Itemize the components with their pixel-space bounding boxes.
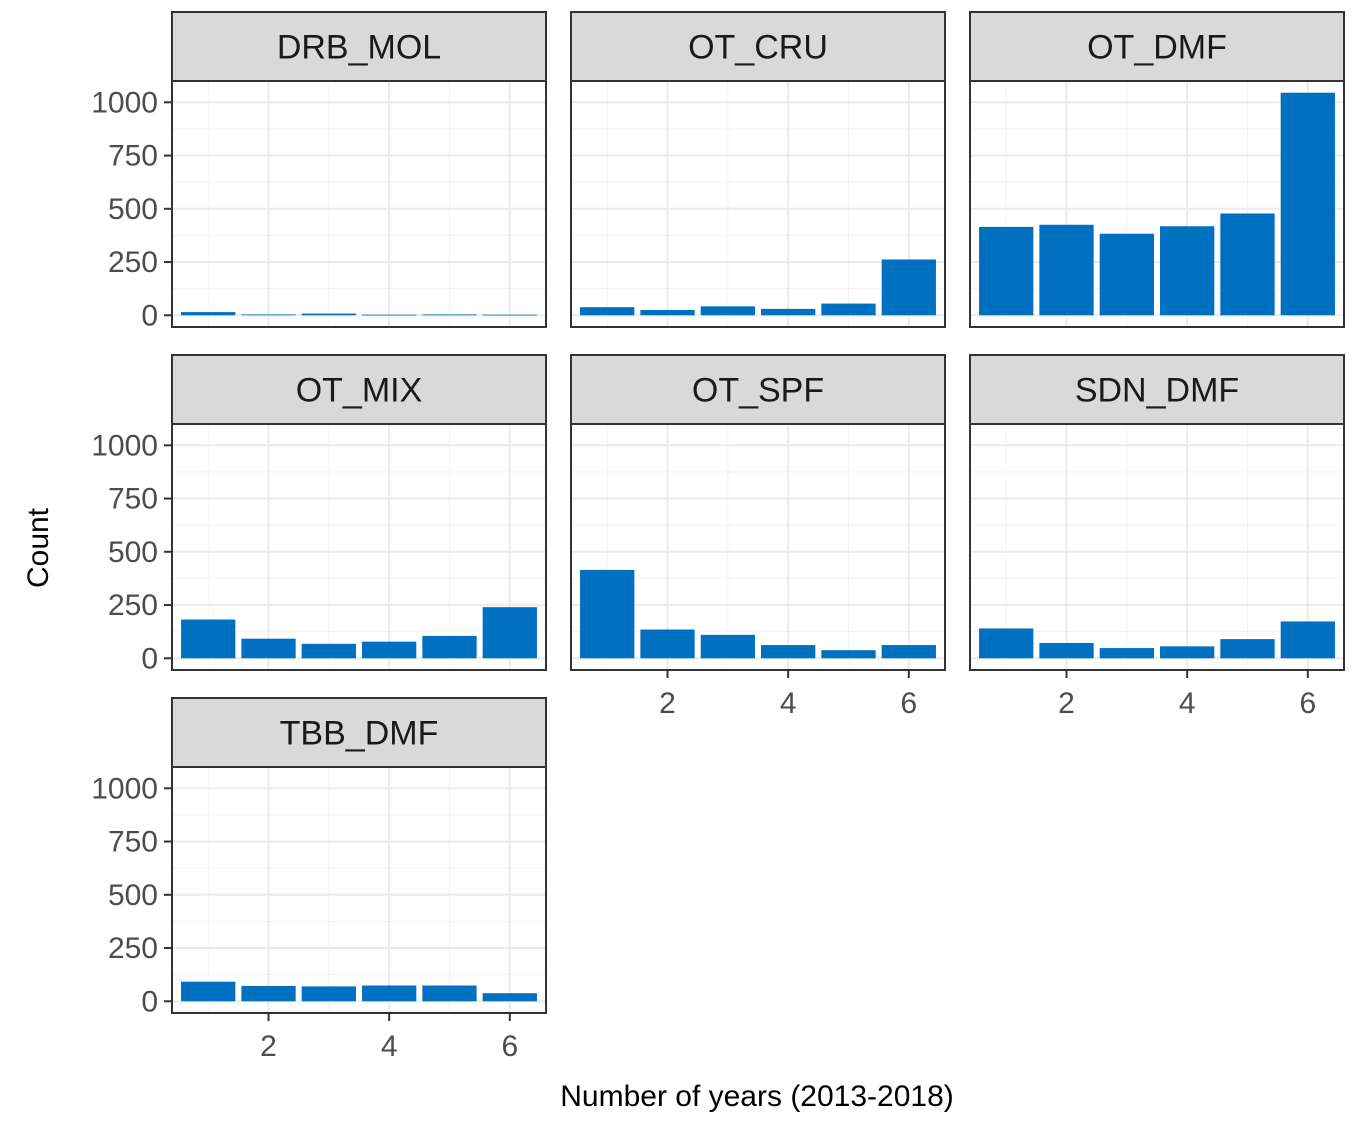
panel-background (172, 767, 546, 1013)
bar (580, 307, 635, 316)
bar (821, 650, 876, 659)
facet-strip (570, 354, 946, 425)
y-tick-label: 0 (141, 642, 158, 675)
bar (181, 312, 236, 316)
bar (761, 308, 816, 316)
panel-background (172, 81, 546, 327)
facet-strip-label: DRB_MOL (277, 29, 441, 67)
bar (241, 985, 296, 1002)
x-tick-label: 2 (260, 1030, 277, 1063)
bar (700, 306, 755, 316)
y-tick-label: 1000 (91, 86, 158, 119)
bar (301, 643, 356, 659)
panel-border (171, 80, 547, 328)
bar (482, 607, 537, 659)
panel-border (570, 80, 946, 328)
panel-border (969, 80, 1345, 328)
facet-strip-label: OT_SPF (692, 372, 824, 410)
bar (301, 313, 356, 316)
bar (821, 303, 876, 316)
bar (1160, 646, 1215, 659)
y-axis-title: Count (22, 507, 55, 588)
x-tick-label: 4 (780, 687, 797, 720)
y-tick-label: 750 (108, 140, 158, 173)
bar (422, 314, 477, 316)
facet-strip (570, 11, 946, 82)
facet-sdn-dmf: SDN_DMF 2 4 6 (969, 354, 1345, 720)
bar (1280, 92, 1335, 316)
bar (482, 993, 537, 1002)
y-tick-label: 750 (108, 826, 158, 859)
facet-strip-label: OT_CRU (688, 29, 828, 67)
facet-ot-dmf: OT_DMF (969, 11, 1345, 328)
x-tick-label: 6 (1299, 687, 1316, 720)
facet-strip-label: OT_MIX (296, 372, 423, 410)
bar (362, 985, 417, 1002)
bar (1039, 642, 1094, 659)
y-tick-label: 1000 (91, 772, 158, 805)
bar (1220, 639, 1275, 659)
bar (301, 986, 356, 1002)
bar (1099, 648, 1154, 659)
y-tick-label: 250 (108, 246, 158, 279)
bar (881, 645, 936, 659)
x-axis-title: Number of years (2013-2018) (560, 1080, 954, 1113)
bar (1280, 621, 1335, 659)
bar (580, 569, 635, 659)
bar (181, 619, 236, 659)
facet-strip (171, 354, 547, 425)
y-tick-label: 0 (141, 985, 158, 1018)
x-tick-label: 4 (381, 1030, 398, 1063)
x-tick-label: 2 (1058, 687, 1075, 720)
panel-border (171, 423, 547, 671)
facet-ot-mix: OT_MIX 0 250 500 750 1000 (91, 354, 547, 675)
bar (761, 645, 816, 659)
bar (700, 634, 755, 659)
bar (1220, 213, 1275, 316)
x-tick-label: 6 (501, 1030, 518, 1063)
facet-strip (171, 697, 547, 768)
bar (1039, 224, 1094, 316)
bar (241, 638, 296, 659)
bar (422, 635, 477, 659)
facet-strip-label: OT_DMF (1087, 29, 1227, 67)
facet-strip (969, 11, 1345, 82)
y-tick-label: 500 (108, 193, 158, 226)
y-tick-label: 750 (108, 483, 158, 516)
bar (979, 628, 1034, 659)
facet-strip-label: TBB_DMF (280, 715, 439, 753)
y-tick-label: 1000 (91, 429, 158, 462)
facet-tbb-dmf: TBB_DMF 0 250 500 750 1000 2 4 6 (91, 697, 547, 1063)
facet-drb-mol: DRB_MOL 0 250 500 750 1000 (91, 11, 547, 332)
bar (362, 641, 417, 659)
x-tick-label: 4 (1179, 687, 1196, 720)
x-tick-label: 6 (900, 687, 917, 720)
bar (181, 981, 236, 1002)
panel-border (570, 423, 946, 671)
bar (640, 629, 695, 659)
y-tick-label: 250 (108, 589, 158, 622)
facets-layer: DRB_MOL 0 250 500 750 1000 OT_CRU OT_DMF OT_MIX 0… (91, 11, 1345, 1063)
facet-ot-spf: OT_SPF 2 4 6 (570, 354, 946, 720)
y-tick-label: 500 (108, 536, 158, 569)
facet-strip-label: SDN_DMF (1075, 372, 1239, 410)
bar (1099, 233, 1154, 316)
facet-ot-cru: OT_CRU (570, 11, 946, 328)
y-tick-label: 0 (141, 299, 158, 332)
bar (979, 226, 1034, 316)
panel-border (171, 766, 547, 1014)
bar (362, 314, 417, 316)
y-tick-label: 250 (108, 932, 158, 965)
panel-border (969, 423, 1345, 671)
bar (241, 314, 296, 316)
y-tick-label: 500 (108, 879, 158, 912)
bar (482, 314, 537, 316)
x-tick-label: 2 (659, 687, 676, 720)
bar (422, 985, 477, 1002)
bar (640, 309, 695, 316)
facet-strip (171, 11, 547, 82)
bar (1160, 226, 1215, 316)
bar (881, 259, 936, 316)
